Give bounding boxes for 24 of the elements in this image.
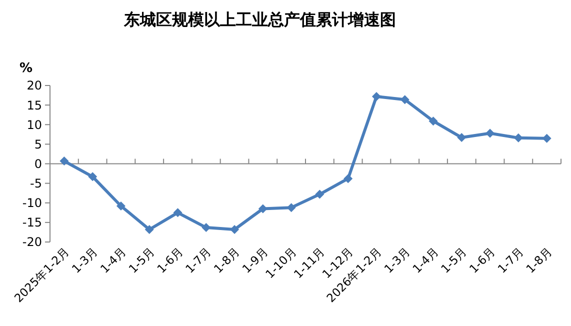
y-tick-label: 5 <box>34 137 42 152</box>
point <box>258 204 268 214</box>
y-tick-label: -20 <box>22 235 42 250</box>
y-tick-label: -5 <box>30 176 42 191</box>
point <box>116 202 126 211</box>
y-tick-label: 10 <box>26 118 42 132</box>
point <box>173 208 182 218</box>
point <box>144 224 154 234</box>
point <box>344 174 353 184</box>
point <box>60 156 69 166</box>
y-axis-title: % <box>19 61 33 76</box>
y-tick-label: 0 <box>34 156 42 171</box>
point <box>486 128 495 138</box>
y-tick-label: 20 <box>26 78 42 93</box>
point <box>315 190 324 199</box>
point <box>428 116 438 126</box>
point <box>372 92 381 101</box>
point <box>400 95 410 104</box>
y-tick-label: 15 <box>26 98 42 112</box>
y-tick-label: -10 <box>22 196 42 210</box>
chart-title: 东城区规模以上工业总产值累计增速图 <box>123 10 396 29</box>
point <box>230 224 240 234</box>
y-tick-label: -15 <box>22 216 42 230</box>
point <box>88 172 98 182</box>
